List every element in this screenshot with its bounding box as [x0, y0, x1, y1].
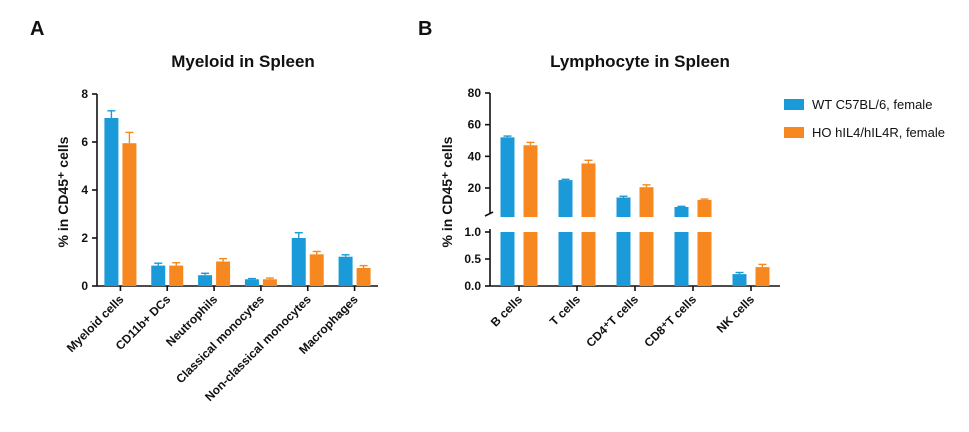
panel-b-title: Lymphocyte in Spleen: [550, 52, 730, 71]
bar-wt-c57bl-6-female-macrophages: [338, 256, 353, 286]
x-label-t-cells: T cells: [547, 292, 584, 329]
bar-ho-hil4-hil4r-female-cd8-t-cells-lower: [697, 232, 712, 286]
bar-wt-c57bl-6-female-non-classical-monocytes: [291, 238, 306, 286]
bar-ho-hil4-hil4r-female-cd4-t-cells-upper: [639, 187, 654, 217]
bar-ho-hil4-hil4r-female-b-cells-lower: [523, 232, 538, 286]
bar-ho-hil4-hil4r-female-neutrophils: [216, 261, 231, 286]
bar-wt-c57bl-6-female-b-cells-upper: [500, 137, 515, 217]
bar-ho-hil4-hil4r-female-myeloid-cells: [122, 143, 137, 286]
legend: WT C57BL/6, female HO hIL4/hIL4R, female: [784, 97, 945, 140]
bar-wt-c57bl-6-female-cd8-t-cells-upper: [674, 207, 689, 217]
panel-a-y-tick-label: 2: [81, 231, 88, 245]
bar-wt-c57bl-6-female-b-cells-lower: [500, 232, 515, 286]
panel-a-y-tick-label: 8: [81, 87, 88, 101]
bar-wt-c57bl-6-female-nk-cells: [732, 274, 747, 286]
bar-wt-c57bl-6-female-neutrophils: [198, 275, 213, 286]
bar-wt-c57bl-6-female-myeloid-cells: [104, 118, 119, 286]
panel-b-letter: B: [418, 18, 432, 40]
bar-ho-hil4-hil4r-female-macrophages: [356, 268, 371, 286]
panel-b-y-tick-label-lower: 0.0: [464, 279, 481, 293]
panel-b-axis-break-mark: [484, 211, 494, 217]
x-label-cd4-t-cells: CD4⁺T cells: [583, 292, 641, 350]
bar-ho-hil4-hil4r-female-t-cells-lower: [581, 232, 596, 286]
x-label-nk-cells: NK cells: [714, 292, 758, 336]
bar-ho-hil4-hil4r-female-nk-cells: [755, 267, 770, 286]
legend-swatch-wt: [784, 99, 804, 110]
panel-b-y-tick-label-upper: 20: [468, 181, 482, 195]
bar-ho-hil4-hil4r-female-cd11b-dcs: [169, 265, 184, 286]
panel-b-y-tick-label-lower: 1.0: [464, 225, 481, 239]
bar-ho-hil4-hil4r-female-b-cells-upper: [523, 145, 538, 217]
bar-wt-c57bl-6-female-cd8-t-cells-lower: [674, 232, 689, 286]
panel-a-y-tick-label: 6: [81, 135, 88, 149]
bar-wt-c57bl-6-female-classical-monocytes: [244, 279, 259, 286]
bar-ho-hil4-hil4r-female-t-cells-upper: [581, 163, 596, 217]
panel-a-y-axis-label: % in CD45⁺ cells: [55, 136, 71, 247]
panel-a-y-tick-label: 0: [81, 279, 88, 293]
panel-a-y-tick-label: 4: [81, 183, 88, 197]
x-label-cd8-t-cells: CD8⁺T cells: [641, 292, 699, 350]
panel-b-y-tick-label-lower: 0.5: [464, 252, 481, 266]
x-label-classical-monocytes: Classical monocytes: [173, 292, 267, 386]
x-label-b-cells: B cells: [488, 292, 525, 329]
bar-wt-c57bl-6-female-t-cells-lower: [558, 232, 573, 286]
bar-ho-hil4-hil4r-female-cd4-t-cells-lower: [639, 232, 654, 286]
panel-b-y-axis-label: % in CD45⁺ cells: [439, 136, 455, 247]
panel-b-plot: 0.0 0.5 1.0 20 40 60 80 B cells T cells CD4⁺T cel…: [464, 86, 780, 350]
panel-b-y-tick-label-upper: 40: [468, 149, 482, 163]
panel-a-title: Myeloid in Spleen: [171, 52, 315, 71]
bar-wt-c57bl-6-female-cd4-t-cells-lower: [616, 232, 631, 286]
legend-label-wt: WT C57BL/6, female: [812, 97, 932, 112]
bar-ho-hil4-hil4r-female-cd8-t-cells-upper: [697, 199, 712, 217]
panel-a-letter: A: [30, 18, 44, 40]
bar-wt-c57bl-6-female-cd4-t-cells-upper: [616, 197, 631, 217]
legend-label-ho: HO hIL4/hIL4R, female: [812, 125, 945, 140]
panel-b-y-tick-label-upper: 60: [468, 118, 482, 132]
legend-swatch-ho: [784, 127, 804, 138]
bar-wt-c57bl-6-female-cd11b-dcs: [151, 265, 166, 286]
bar-ho-hil4-hil4r-female-non-classical-monocytes: [309, 254, 324, 286]
bar-wt-c57bl-6-female-t-cells-upper: [558, 180, 573, 217]
bar-ho-hil4-hil4r-female-classical-monocytes: [262, 279, 277, 286]
panel-b-y-tick-label-upper: 80: [468, 86, 482, 100]
